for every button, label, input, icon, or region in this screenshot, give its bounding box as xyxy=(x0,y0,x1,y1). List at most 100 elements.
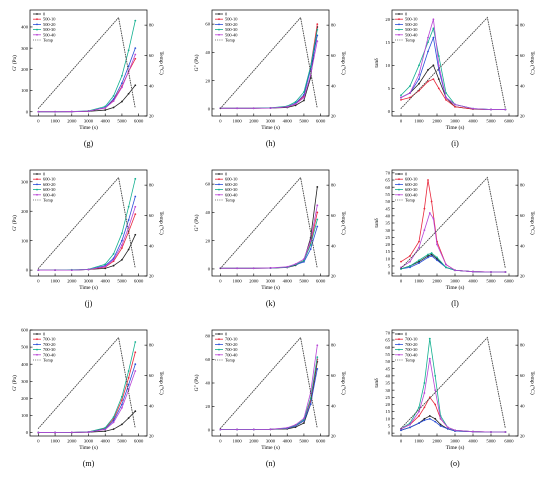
legend-marker xyxy=(36,343,38,346)
x-tick-label: 2000 xyxy=(249,439,259,444)
data-point-0 xyxy=(418,260,420,263)
x-tick-label: 4000 xyxy=(468,119,478,124)
data-point-500-40 xyxy=(269,107,272,109)
data-point-700-40 xyxy=(454,429,456,432)
y2-tick-label: 40 xyxy=(331,403,336,408)
y-tick-label: 15 xyxy=(385,249,390,254)
data-point-0 xyxy=(127,417,130,419)
legend-label: 0 xyxy=(43,332,46,337)
legend-label: Temp xyxy=(43,358,54,363)
legend-label: Temp xyxy=(405,358,416,363)
legend-label: 500-40 xyxy=(225,32,238,37)
x-tick-label: 2000 xyxy=(432,279,442,284)
x-tick-label: 6000 xyxy=(504,439,514,444)
legend-marker xyxy=(398,23,400,26)
legend-label: 700-30 xyxy=(43,347,56,352)
data-point-600-20 xyxy=(127,219,130,221)
data-point-0 xyxy=(104,430,107,433)
x-tick-label: 2000 xyxy=(67,439,77,444)
legend-marker xyxy=(218,33,220,36)
legend-marker xyxy=(218,188,220,191)
y2-tick-label: 20 xyxy=(331,274,336,279)
x-tick-label: 1000 xyxy=(232,279,242,284)
data-point-600-10 xyxy=(423,207,426,210)
y-tick-label: 200 xyxy=(21,67,29,72)
x-tick-label: 2000 xyxy=(432,119,442,124)
y2-tick-label: 60 xyxy=(331,53,336,58)
x-tick-label: 0 xyxy=(219,279,222,284)
x-axis-label: Time (s) xyxy=(261,124,280,131)
legend-label: 600-30 xyxy=(225,187,238,192)
data-point-0 xyxy=(427,69,429,71)
data-point-0 xyxy=(127,92,130,95)
series-line-0 xyxy=(37,410,136,433)
legend-marker xyxy=(36,353,38,356)
y2-axis-label: Temp (°C) xyxy=(340,371,347,395)
x-tick-label: 6000 xyxy=(504,279,514,284)
data-point-700-30 xyxy=(112,416,115,419)
data-point-600-40 xyxy=(112,258,115,261)
legend-label: 600-30 xyxy=(43,187,56,192)
legend-label: 700-20 xyxy=(405,342,418,347)
y-tick-label: 200 xyxy=(21,396,29,401)
y2-tick-label: 20 xyxy=(520,114,525,119)
legend-marker xyxy=(218,338,220,341)
data-point-700-30 xyxy=(104,426,107,429)
y2-tick-label: 40 xyxy=(331,83,336,88)
panel-caption: (m) xyxy=(83,459,95,468)
y-tick-label: 0 xyxy=(26,109,29,114)
data-point-600-10 xyxy=(430,200,433,203)
data-point-700-40 xyxy=(446,426,449,429)
data-point-500-10 xyxy=(400,98,402,101)
data-point-500-40 xyxy=(37,110,40,113)
legend-label: 500-20 xyxy=(225,22,238,27)
y-tick-label: 100 xyxy=(21,88,29,93)
y-tick-label: 45 xyxy=(385,366,390,371)
legend-marker xyxy=(36,178,38,181)
data-point-700-10 xyxy=(434,403,437,406)
data-point-600-40 xyxy=(418,246,420,249)
legend-marker xyxy=(218,23,220,26)
panel-caption: (l) xyxy=(451,299,459,308)
legend-marker xyxy=(36,348,38,351)
legend-label: 600-20 xyxy=(405,182,418,187)
y2-tick-label: 60 xyxy=(149,53,154,58)
panel-caption: (g) xyxy=(84,139,94,148)
legend-marker xyxy=(218,193,220,196)
series-line-Temp xyxy=(37,16,136,109)
data-point-600-20 xyxy=(303,260,305,263)
panel-caption: (i) xyxy=(451,139,459,148)
x-tick-label: 1000 xyxy=(414,119,424,124)
series-line-500-40 xyxy=(37,54,136,113)
data-point-700-40 xyxy=(112,421,115,424)
x-tick-label: 3000 xyxy=(84,439,94,444)
x-tick-label: 5000 xyxy=(117,439,127,444)
data-point-600-10 xyxy=(134,213,137,216)
series-line-500-10 xyxy=(400,78,506,110)
data-point-500-30 xyxy=(432,27,435,30)
x-tick-label: 5000 xyxy=(117,279,127,284)
data-point-600-30 xyxy=(104,263,107,266)
data-point-700-40 xyxy=(37,431,40,434)
legend-marker xyxy=(398,343,400,346)
y2-axis-label: Temp (°C) xyxy=(529,371,536,395)
series-line-700-30 xyxy=(219,356,318,430)
data-point-700-30 xyxy=(121,395,123,398)
legend-marker xyxy=(36,188,38,191)
y2-tick-label: 80 xyxy=(331,343,336,348)
data-point-700-30 xyxy=(316,356,319,358)
series-line-700-40 xyxy=(400,358,506,433)
data-point-0 xyxy=(316,186,319,188)
data-point-700-20 xyxy=(439,425,442,427)
y2-tick-label: 80 xyxy=(520,183,525,188)
data-point-500-20 xyxy=(112,98,115,100)
legend-marker xyxy=(218,13,220,15)
legend-marker xyxy=(218,18,220,21)
x-tick-label: 1000 xyxy=(414,439,424,444)
y-tick-label: 20 xyxy=(205,404,210,409)
data-point-500-40 xyxy=(490,108,492,111)
data-point-700-40 xyxy=(472,430,474,433)
